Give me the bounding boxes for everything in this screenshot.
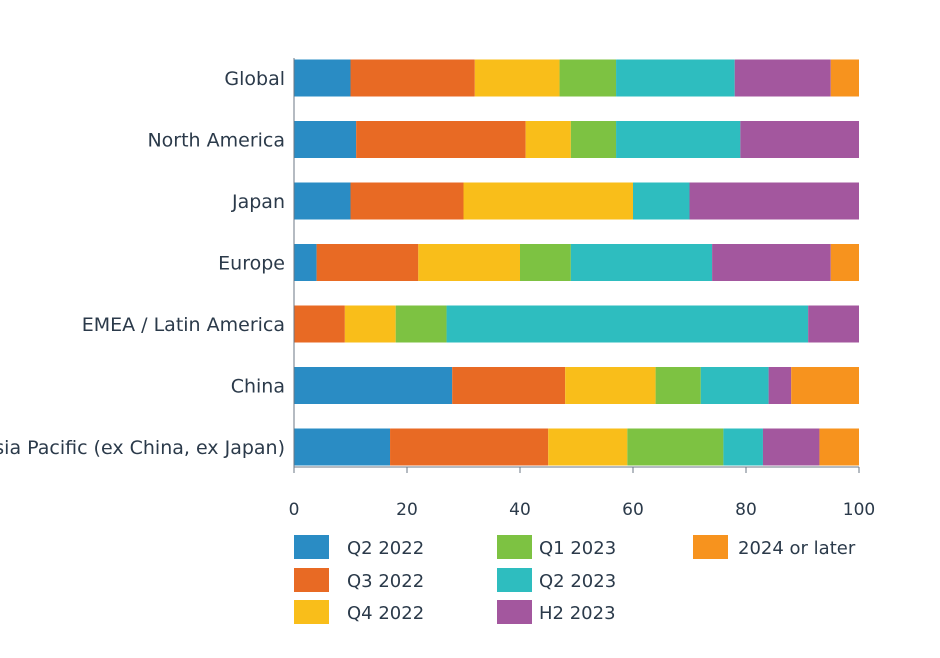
bar-segment bbox=[294, 121, 357, 158]
bar-segment bbox=[548, 428, 628, 466]
legend-item: Q4 2022 bbox=[294, 600, 424, 624]
bar-segment bbox=[294, 244, 317, 281]
bar-segment bbox=[819, 428, 859, 466]
bar-segment bbox=[700, 367, 769, 404]
bar-segment bbox=[734, 59, 831, 97]
bar-segment bbox=[294, 367, 453, 404]
bar-segment bbox=[418, 244, 520, 281]
bar-segment bbox=[344, 305, 396, 343]
legend-label: Q1 2023 bbox=[539, 538, 616, 559]
legend-item: H2 2023 bbox=[497, 600, 616, 624]
bar-segment bbox=[356, 121, 526, 158]
bar-segment bbox=[570, 121, 617, 158]
legend-label: Q2 2023 bbox=[539, 571, 616, 592]
tick-label: 0 bbox=[289, 500, 300, 520]
tick-label: 100 bbox=[843, 500, 875, 520]
bar-segment bbox=[723, 428, 763, 466]
legend-swatch bbox=[497, 568, 532, 592]
legend: Q2 2022 Q3 2022 Q4 2022 Q1 2023 Q2 2023 H2 20… bbox=[294, 535, 856, 624]
bar-segment bbox=[559, 59, 617, 97]
bar-segment bbox=[616, 121, 741, 158]
category-label: Europe bbox=[218, 253, 285, 275]
bar-segment bbox=[520, 244, 571, 281]
legend-label: H2 2023 bbox=[539, 603, 616, 624]
legend-swatch bbox=[294, 535, 329, 559]
legend-label: Q3 2022 bbox=[347, 571, 424, 592]
bar-segment bbox=[689, 182, 859, 220]
tick-label: 60 bbox=[622, 500, 644, 520]
bar-segment bbox=[762, 428, 820, 466]
bar-segment bbox=[390, 428, 549, 466]
bar-segment bbox=[463, 182, 633, 220]
category-label: Japan bbox=[231, 191, 285, 213]
bar-segment bbox=[768, 367, 792, 404]
bar-segment bbox=[570, 244, 713, 281]
bar-segment bbox=[525, 121, 571, 158]
tick-label: 40 bbox=[509, 500, 531, 520]
legend-swatch bbox=[497, 600, 532, 624]
bar-segment bbox=[830, 59, 859, 97]
legend-item: Q1 2023 bbox=[497, 535, 616, 559]
legend-swatch bbox=[294, 568, 329, 592]
bar-segment bbox=[294, 59, 351, 97]
bar-area bbox=[294, 59, 859, 466]
bar-segment bbox=[316, 244, 419, 281]
category-label: Global bbox=[224, 68, 285, 90]
bar-segment bbox=[294, 305, 345, 343]
category-label: Asia Pacific (ex China, ex Japan) bbox=[0, 437, 285, 459]
bar-segment bbox=[350, 182, 464, 220]
bar-segment bbox=[740, 121, 859, 158]
bar-segment bbox=[808, 305, 859, 343]
legend-item: Q3 2022 bbox=[294, 568, 424, 592]
bar-segment bbox=[633, 182, 690, 220]
legend-swatch bbox=[693, 535, 728, 559]
bar-segment bbox=[395, 305, 447, 343]
value-axis: 0 20 40 60 80 100 bbox=[289, 58, 875, 520]
bar-segment bbox=[791, 367, 859, 404]
bar-segment bbox=[452, 367, 566, 404]
bar-segment bbox=[627, 428, 724, 466]
category-label: China bbox=[231, 376, 285, 398]
bar-segment bbox=[350, 59, 475, 97]
legend-swatch bbox=[497, 535, 532, 559]
bar-segment bbox=[565, 367, 656, 404]
tick-label: 20 bbox=[396, 500, 418, 520]
category-axis-labels: Global North America Japan Europe EMEA / Lat… bbox=[0, 68, 285, 459]
legend-label: 2024 or later bbox=[738, 538, 856, 559]
legend-item: 2024 or later bbox=[693, 535, 856, 559]
bar-segment bbox=[446, 305, 809, 343]
bar-segment bbox=[616, 59, 735, 97]
legend-label: Q2 2022 bbox=[347, 538, 424, 559]
legend-swatch bbox=[294, 600, 329, 624]
bar-segment bbox=[294, 182, 351, 220]
legend-item: Q2 2023 bbox=[497, 568, 616, 592]
bar-segment bbox=[712, 244, 831, 281]
bar-segment bbox=[294, 428, 391, 466]
tick-label: 80 bbox=[735, 500, 757, 520]
category-label: North America bbox=[147, 130, 285, 152]
category-label: EMEA / Latin America bbox=[82, 314, 285, 336]
bar-segment bbox=[655, 367, 701, 404]
bar-segment bbox=[474, 59, 560, 97]
bar-segment bbox=[830, 244, 859, 281]
legend-label: Q4 2022 bbox=[347, 603, 424, 624]
legend-item: Q2 2022 bbox=[294, 535, 424, 559]
